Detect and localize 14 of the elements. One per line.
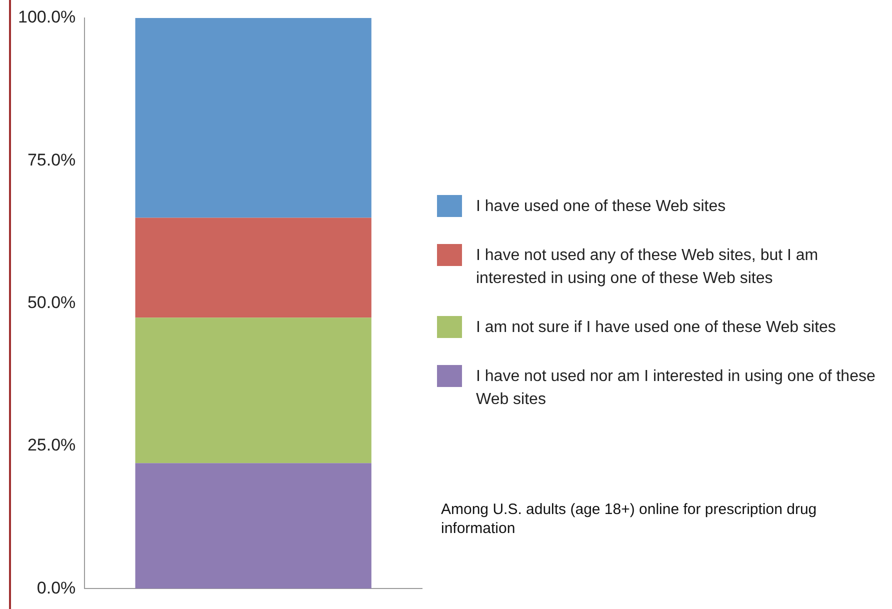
bar bbox=[135, 18, 372, 218]
legend-label: I have not used nor am I interested in using one of these Web sites bbox=[476, 367, 876, 410]
bar bbox=[135, 318, 372, 464]
y-tick-label: 100.0% bbox=[18, 8, 76, 27]
legend-label: I have used one of these Web sites bbox=[476, 197, 726, 217]
bar bbox=[135, 218, 372, 318]
legend-label: I have not used any of these Web sites, but I am interested in using one of these Web sites bbox=[476, 246, 820, 289]
legend-label: I am not sure if I have used one of these Web sites bbox=[476, 318, 836, 338]
bar bbox=[135, 463, 372, 589]
y-tick-label: 75.0% bbox=[27, 150, 76, 170]
text: Among U.S. adults (age 18+) online for prescription drug information bbox=[441, 500, 818, 538]
y-tick-label: 0.0% bbox=[36, 578, 76, 598]
y-tick-label: 25.0% bbox=[27, 436, 76, 455]
y-tick-label: 50.0% bbox=[27, 292, 76, 312]
